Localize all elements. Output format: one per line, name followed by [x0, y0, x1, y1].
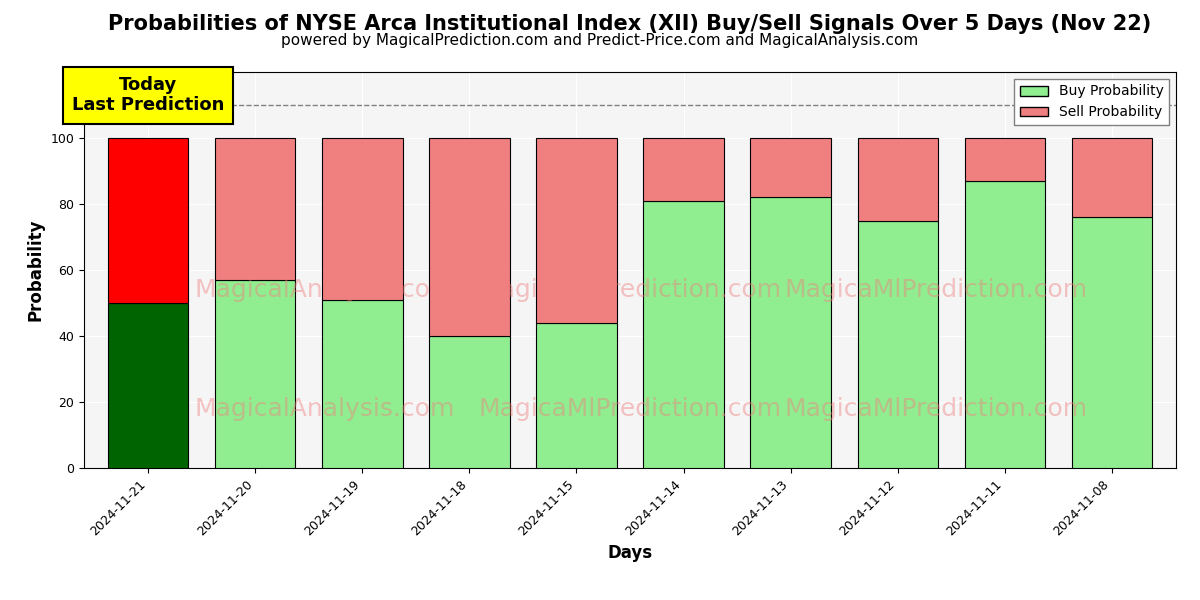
Bar [430, 138, 510, 336]
Bar [108, 303, 188, 468]
Bar [430, 336, 510, 468]
Y-axis label: Probability: Probability [26, 219, 44, 321]
Bar [965, 181, 1045, 468]
Text: MagicaMlPrediction.com: MagicaMlPrediction.com [479, 397, 781, 421]
Text: MagicalAnalysis.com: MagicalAnalysis.com [194, 278, 455, 302]
Legend: Buy Probability, Sell Probability: Buy Probability, Sell Probability [1014, 79, 1169, 125]
Bar [643, 138, 724, 200]
X-axis label: Days: Days [607, 544, 653, 562]
Bar [536, 323, 617, 468]
Bar [643, 200, 724, 468]
Bar [215, 138, 295, 280]
Bar [965, 138, 1045, 181]
Bar [215, 280, 295, 468]
Bar [536, 138, 617, 323]
Text: MagicalAnalysis.com: MagicalAnalysis.com [194, 397, 455, 421]
Text: MagicaMlPrediction.com: MagicaMlPrediction.com [784, 278, 1087, 302]
Text: Today
Last Prediction: Today Last Prediction [72, 76, 224, 115]
Text: MagicaMlPrediction.com: MagicaMlPrediction.com [479, 278, 781, 302]
Bar [750, 197, 830, 468]
Text: powered by MagicalPrediction.com and Predict-Price.com and MagicalAnalysis.com: powered by MagicalPrediction.com and Pre… [281, 33, 919, 48]
Bar [1072, 217, 1152, 468]
Bar [108, 138, 188, 303]
Bar [323, 300, 402, 468]
Bar [858, 220, 937, 468]
Bar [858, 138, 937, 220]
Text: MagicaMlPrediction.com: MagicaMlPrediction.com [784, 397, 1087, 421]
Bar [323, 138, 402, 300]
Title: Probabilities of NYSE Arca Institutional Index (XII) Buy/Sell Signals Over 5 Day: Probabilities of NYSE Arca Institutional… [108, 14, 1152, 34]
Bar [750, 138, 830, 197]
Bar [1072, 138, 1152, 217]
